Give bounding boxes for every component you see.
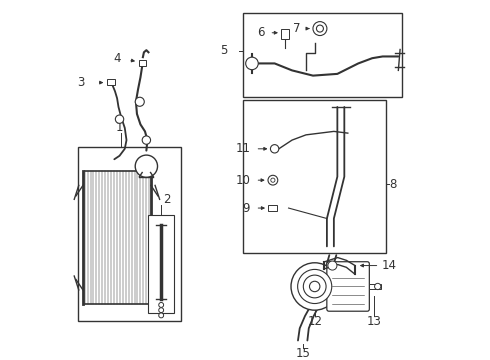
Text: 8: 8 — [390, 178, 397, 191]
Text: 4: 4 — [114, 52, 122, 65]
Text: 14: 14 — [381, 259, 396, 272]
FancyBboxPatch shape — [327, 262, 369, 311]
Text: 7: 7 — [293, 22, 301, 35]
Text: 9: 9 — [243, 202, 250, 215]
Text: 2: 2 — [163, 193, 171, 206]
Circle shape — [374, 283, 381, 289]
Circle shape — [317, 25, 323, 32]
Text: 13: 13 — [367, 315, 382, 328]
Text: 5: 5 — [220, 44, 227, 57]
Bar — [369, 284, 381, 289]
Circle shape — [135, 97, 144, 106]
Circle shape — [142, 136, 150, 144]
Circle shape — [303, 275, 326, 298]
Bar — [269, 205, 277, 211]
Circle shape — [159, 302, 164, 307]
Circle shape — [270, 145, 279, 153]
Bar — [107, 79, 115, 85]
Circle shape — [159, 308, 164, 312]
Text: 6: 6 — [257, 26, 264, 39]
Text: 11: 11 — [235, 142, 250, 155]
Circle shape — [310, 281, 320, 292]
Text: 3: 3 — [77, 76, 85, 89]
Circle shape — [115, 115, 123, 123]
Circle shape — [328, 261, 337, 270]
Bar — [243, 100, 386, 253]
Text: 12: 12 — [307, 315, 322, 328]
Circle shape — [297, 269, 332, 303]
Bar — [139, 60, 147, 66]
Circle shape — [268, 175, 278, 185]
Circle shape — [313, 22, 327, 36]
Text: 10: 10 — [235, 174, 250, 187]
Text: 1: 1 — [116, 121, 123, 134]
Circle shape — [159, 313, 164, 318]
Circle shape — [245, 57, 258, 70]
Circle shape — [135, 155, 157, 177]
Text: 15: 15 — [295, 347, 310, 360]
Bar — [281, 28, 289, 39]
Circle shape — [291, 263, 339, 310]
Bar — [78, 147, 180, 321]
Circle shape — [271, 178, 275, 182]
Bar — [148, 215, 174, 312]
Bar — [243, 13, 402, 96]
